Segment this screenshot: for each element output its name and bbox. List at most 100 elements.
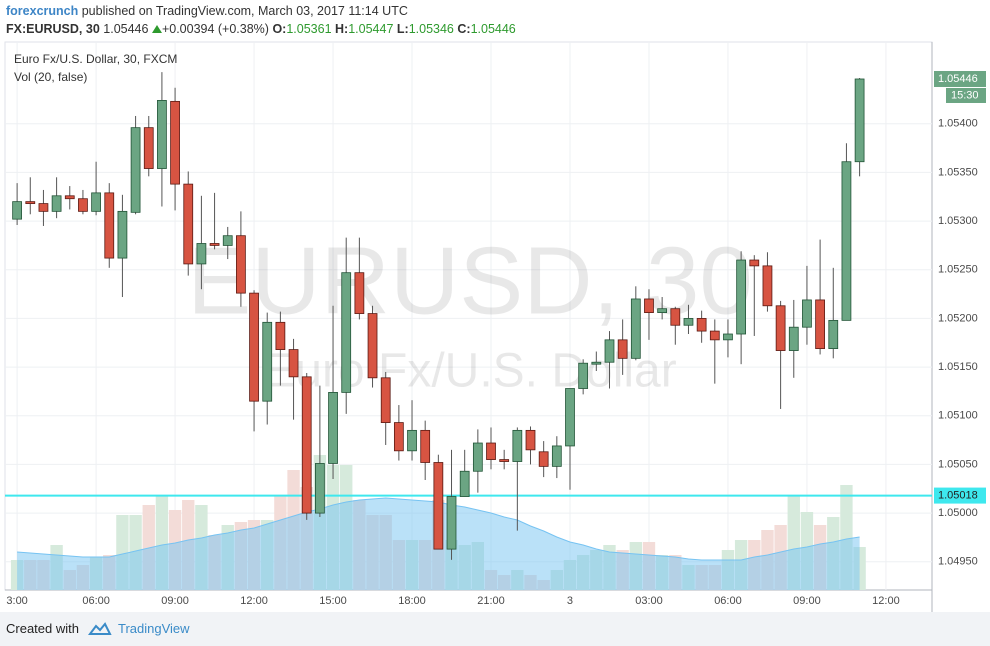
candle-body <box>91 192 101 212</box>
candle-body <box>578 362 589 389</box>
author[interactable]: forexcrunch <box>6 4 79 18</box>
y-tick-label: 1.05300 <box>938 215 978 227</box>
candle-body <box>354 272 365 314</box>
candle-body <box>315 463 325 514</box>
header-line-2: FX:EURUSD, 30 1.05446 +0.00394 (+0.38%) … <box>6 20 516 38</box>
header-line-1: forexcrunch published on TradingView.com… <box>6 2 516 20</box>
chart-title: Euro Fx/U.S. Dollar, 30, FXCM <box>14 52 177 66</box>
candle-body <box>630 298 641 359</box>
candle-body <box>157 100 167 169</box>
candle-body <box>604 339 615 363</box>
last-price-label: 1.05446 <box>938 73 978 85</box>
candle-body <box>762 265 773 307</box>
candle-body <box>499 459 510 462</box>
x-tick-label: 06:00 <box>82 595 110 607</box>
candle-body <box>236 235 246 294</box>
x-tick-label: 15:00 <box>319 595 347 607</box>
candle-body <box>565 388 575 447</box>
x-tick-label: 09:00 <box>161 595 189 607</box>
candle-body <box>854 78 865 163</box>
candle-body <box>130 127 141 213</box>
candle-body <box>841 161 852 321</box>
x-tick-label: 21:00 <box>477 595 505 607</box>
candle-body <box>288 349 299 378</box>
candle-body <box>591 361 602 365</box>
candle-body <box>143 127 154 169</box>
candle-body <box>828 319 839 350</box>
candle-body <box>446 496 457 550</box>
candle-body <box>25 201 36 204</box>
candle-body <box>301 376 312 514</box>
x-tick-label: 3 <box>567 595 573 607</box>
candle-body <box>262 321 273 402</box>
candle-body <box>222 235 233 246</box>
last-price-box <box>934 70 986 87</box>
candle-body <box>117 210 128 259</box>
candle-body <box>538 451 549 467</box>
candle-body <box>367 313 378 379</box>
watermark-subtitle: Euro Fx/U.S. Dollar <box>263 345 676 398</box>
watermark: EURUSD, 30 <box>187 227 753 334</box>
candle-body <box>472 442 483 472</box>
y-tick-label: 1.04950 <box>938 556 978 568</box>
footer-brand[interactable]: TradingView <box>118 621 190 636</box>
candle-body <box>170 100 180 185</box>
candle-body <box>12 201 22 220</box>
l-label: L: <box>396 22 409 36</box>
candle-body <box>696 318 707 332</box>
hline-box <box>934 487 986 504</box>
candle-body <box>209 243 220 246</box>
hline-label: 1.05018 <box>938 489 978 501</box>
y-tick-label: 1.05250 <box>938 264 978 276</box>
candle-body <box>617 339 628 359</box>
x-tick-label: 06:00 <box>714 595 742 607</box>
candle-body <box>723 333 733 341</box>
c-value: 1.05446 <box>470 22 516 36</box>
candle-body <box>644 298 654 313</box>
x-tick-label: 12:00 <box>240 595 268 607</box>
y-tick-label: 1.05400 <box>938 118 978 130</box>
candle-body <box>709 330 720 341</box>
y-tick-label: 1.05350 <box>938 166 978 178</box>
countdown-label: 15:30 <box>951 89 979 101</box>
candle-body <box>683 318 694 326</box>
candle-body <box>78 198 88 212</box>
candle-body <box>815 299 825 350</box>
candle-body <box>736 259 746 335</box>
candle-body <box>486 442 496 460</box>
footer-text: Created with <box>6 621 79 636</box>
candle-body <box>775 305 786 351</box>
candle-body <box>380 377 391 423</box>
candle-body <box>328 392 338 464</box>
chart: 1.04950 1.05000 1.05050 1.05100 1.05150 1.052… <box>4 41 986 612</box>
candle-body <box>788 326 799 351</box>
last: 1.05446 <box>103 22 149 36</box>
candle-body <box>341 272 352 393</box>
candle-body <box>275 321 286 350</box>
candle-body <box>38 203 49 212</box>
h-value: 1.05447 <box>348 22 394 36</box>
candle-body <box>657 308 668 313</box>
x-tick-label: 3:00 <box>6 595 27 607</box>
candle-body <box>433 462 444 550</box>
y-tick-label: 1.05150 <box>938 361 978 373</box>
candle-body <box>802 299 812 328</box>
x-tick-label: 12:00 <box>872 595 900 607</box>
header: forexcrunch published on TradingView.com… <box>6 2 516 38</box>
change: +0.00394 (+0.38%) <box>161 22 269 36</box>
y-tick-label: 1.05050 <box>938 458 978 470</box>
footer: Created with TradingView <box>0 612 990 646</box>
tv-logo <box>88 622 112 635</box>
countdown-box <box>946 87 986 103</box>
l-value: 1.05346 <box>408 22 454 36</box>
x-tick-label: 18:00 <box>398 595 426 607</box>
y-tick-label: 1.05200 <box>938 312 978 324</box>
candle-body <box>551 445 562 467</box>
candle-body <box>670 308 681 326</box>
volume-label: Vol (20, false) <box>14 70 87 84</box>
candle-body <box>64 195 75 200</box>
x-tick-label: 03:00 <box>635 595 663 607</box>
candle-body <box>51 195 62 212</box>
y-tick-label: 1.05100 <box>938 410 978 422</box>
o-label: O: <box>272 22 287 36</box>
